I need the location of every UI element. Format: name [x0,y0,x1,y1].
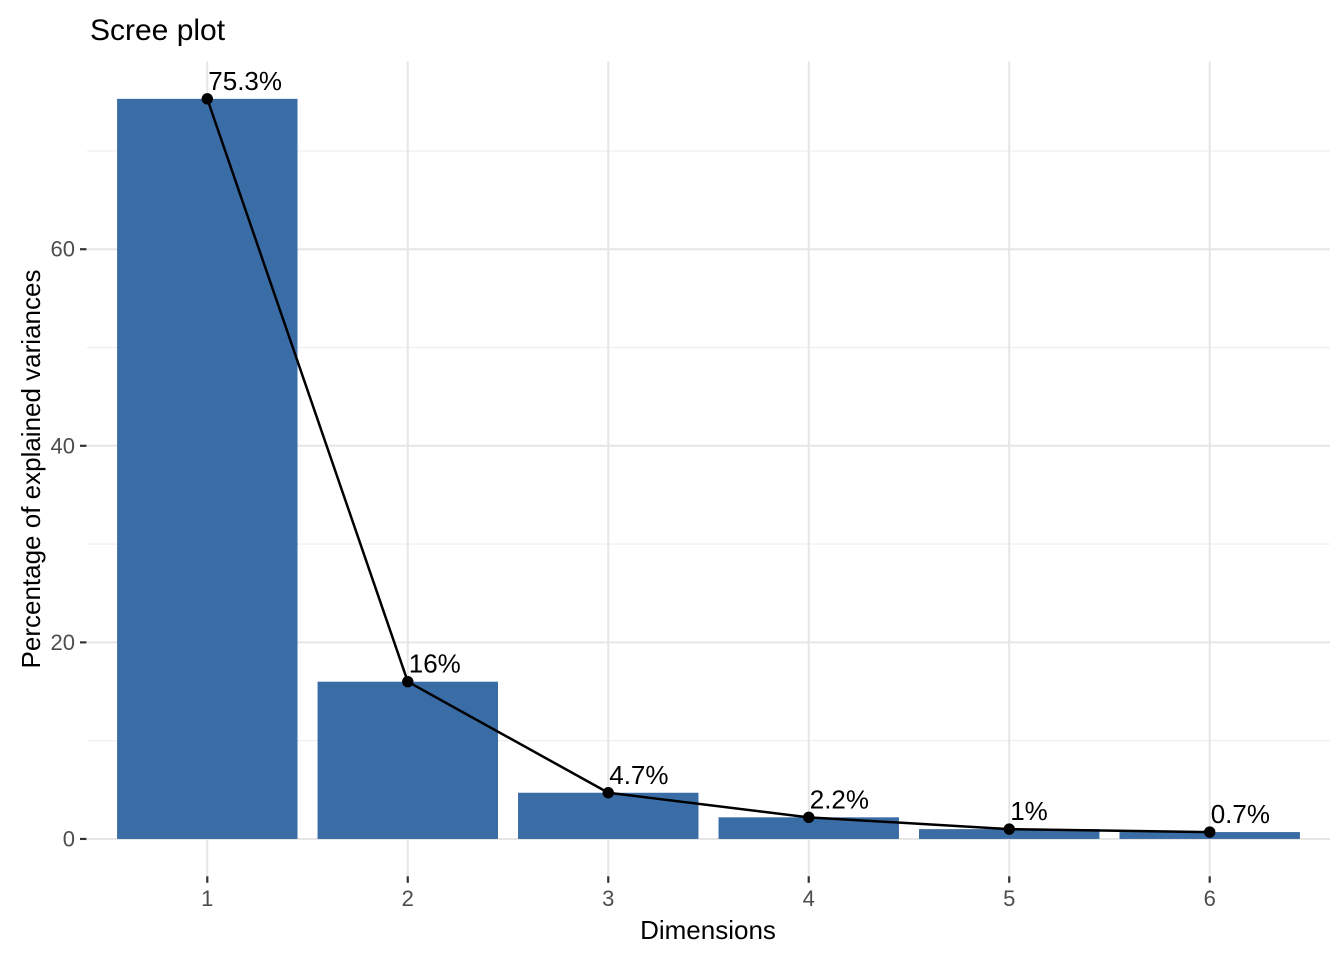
y-tick-label: 20 [51,630,75,655]
x-tick-label: 1 [201,886,213,911]
data-point-dimension-1 [201,93,213,105]
point-label-dimension-3: 4.7% [609,760,668,790]
y-tick-label: 0 [63,826,75,851]
data-point-dimension-6 [1204,826,1216,838]
point-label-dimension-4: 2.2% [810,784,869,814]
bar-dimension-4 [718,817,899,839]
bar-dimension-1 [117,98,298,839]
scree-points [201,93,1216,838]
point-label-dimension-5: 1% [1010,796,1048,826]
data-point-dimension-2 [402,675,414,688]
point-label-dimension-6: 0.7% [1211,799,1270,829]
point-label-dimension-1: 75.3% [208,66,282,96]
data-point-dimension-4 [803,811,815,824]
x-tick-label: 2 [402,886,414,911]
x-tick-label: 5 [1003,886,1015,911]
data-point-dimension-3 [602,787,614,799]
axes: 0 20 40 60 1 2 3 4 5 6 [51,237,1216,911]
y-axis-title: Percentage of explained variances [16,270,46,669]
chart-title: Scree plot [90,14,226,47]
x-tick-label: 6 [1204,886,1216,911]
x-tick-label: 4 [803,886,815,911]
y-tick-label: 40 [51,433,75,458]
x-tick-label: 3 [602,886,614,911]
scree-line [206,97,1211,834]
bar-dimension-2 [317,681,498,839]
x-axis-title: Dimensions [640,915,776,945]
point-labels: 75.3% 16% 4.7% 2.2% 1% 0.7% [208,66,1270,829]
variance-bars [117,98,1300,839]
data-point-dimension-5 [1003,823,1015,835]
scree-polyline [206,97,1211,834]
y-tick-label: 60 [51,237,75,262]
point-label-dimension-2: 16% [409,649,461,679]
